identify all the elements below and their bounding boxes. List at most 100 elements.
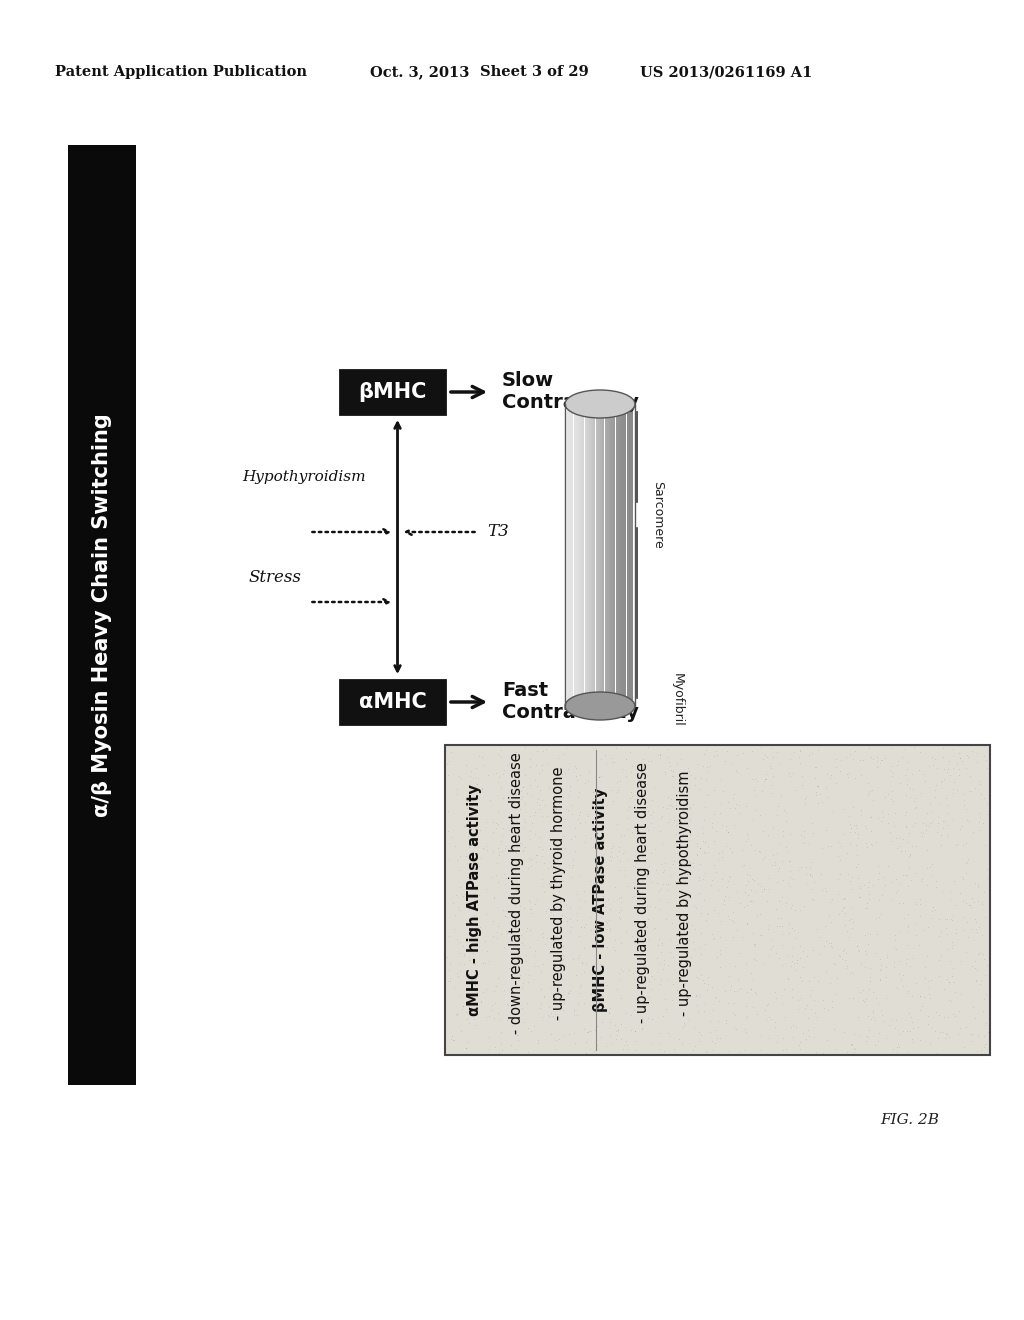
Point xyxy=(776,800,793,821)
Point xyxy=(739,825,756,846)
Point xyxy=(943,932,959,953)
Point xyxy=(482,999,499,1020)
Point xyxy=(792,948,808,969)
Point xyxy=(487,975,504,997)
Point xyxy=(872,810,889,832)
Point xyxy=(828,748,845,770)
Point xyxy=(734,927,751,948)
Point xyxy=(900,845,916,866)
Point xyxy=(756,771,772,792)
Point xyxy=(574,953,591,974)
Point xyxy=(701,1022,718,1043)
Point xyxy=(802,986,818,1007)
Ellipse shape xyxy=(565,692,635,719)
Point xyxy=(522,775,539,796)
Point xyxy=(647,917,664,939)
Point xyxy=(912,1030,929,1051)
Point xyxy=(571,865,588,886)
Point xyxy=(835,940,851,961)
Point xyxy=(771,948,787,969)
Point xyxy=(663,788,679,809)
Point xyxy=(961,849,977,870)
Point xyxy=(845,964,861,985)
Point xyxy=(977,1012,993,1034)
Point xyxy=(657,998,674,1019)
Point xyxy=(900,916,916,937)
Point xyxy=(557,738,573,759)
Point xyxy=(967,1007,983,1028)
Point xyxy=(720,821,736,842)
Point xyxy=(561,1023,578,1044)
Point xyxy=(532,960,549,981)
Point xyxy=(612,825,629,846)
Point xyxy=(455,995,471,1016)
Point xyxy=(554,949,570,970)
Point xyxy=(694,869,711,890)
Point xyxy=(762,755,778,776)
Point xyxy=(589,849,605,870)
Point xyxy=(884,737,900,758)
Point xyxy=(499,907,515,928)
Point xyxy=(881,855,897,876)
Point xyxy=(938,803,954,824)
Point xyxy=(720,792,736,813)
Point xyxy=(651,973,668,994)
Point xyxy=(706,1039,722,1060)
Point xyxy=(798,787,814,808)
Point xyxy=(739,870,756,891)
Point xyxy=(465,942,481,964)
Point xyxy=(758,768,774,789)
Point xyxy=(931,949,947,970)
Point xyxy=(945,772,962,793)
Point xyxy=(667,871,683,892)
Point xyxy=(835,898,851,919)
Point xyxy=(810,776,826,797)
Point xyxy=(691,779,708,800)
Point xyxy=(920,874,936,895)
Point xyxy=(959,927,976,948)
Point xyxy=(460,826,476,847)
Point xyxy=(819,763,836,784)
Point xyxy=(855,979,871,1001)
Point xyxy=(746,779,763,800)
Point xyxy=(536,882,552,903)
Point xyxy=(922,793,938,814)
Point xyxy=(508,952,524,973)
Point xyxy=(774,1040,791,1061)
Point xyxy=(955,795,972,816)
Point xyxy=(659,874,676,895)
Point xyxy=(856,924,872,945)
Point xyxy=(859,1005,876,1026)
Point xyxy=(690,936,707,957)
Point xyxy=(472,990,488,1011)
Point xyxy=(792,1038,808,1059)
Point xyxy=(883,789,899,810)
Point xyxy=(718,820,734,841)
Point xyxy=(957,892,974,913)
Point xyxy=(814,1043,830,1064)
Point xyxy=(540,1005,556,1026)
Point xyxy=(846,1041,862,1063)
Point xyxy=(852,748,868,770)
Point xyxy=(580,1022,596,1043)
Point xyxy=(677,843,693,865)
Point xyxy=(441,849,458,870)
Point xyxy=(461,950,477,972)
Point xyxy=(861,966,878,987)
Point xyxy=(634,1019,650,1040)
Text: - up-regulated by hypothyroidism: - up-regulated by hypothyroidism xyxy=(678,771,692,1030)
Point xyxy=(607,1014,624,1035)
Point xyxy=(808,756,824,777)
Point xyxy=(889,1036,905,1057)
Point xyxy=(687,985,703,1006)
Point xyxy=(957,799,974,820)
Point xyxy=(512,799,528,820)
Point xyxy=(522,892,539,913)
Point xyxy=(706,746,722,767)
Point xyxy=(543,1023,559,1044)
Point xyxy=(600,909,616,931)
Point xyxy=(943,937,959,958)
Point xyxy=(964,956,980,977)
Point xyxy=(911,935,928,956)
Point xyxy=(908,912,925,933)
